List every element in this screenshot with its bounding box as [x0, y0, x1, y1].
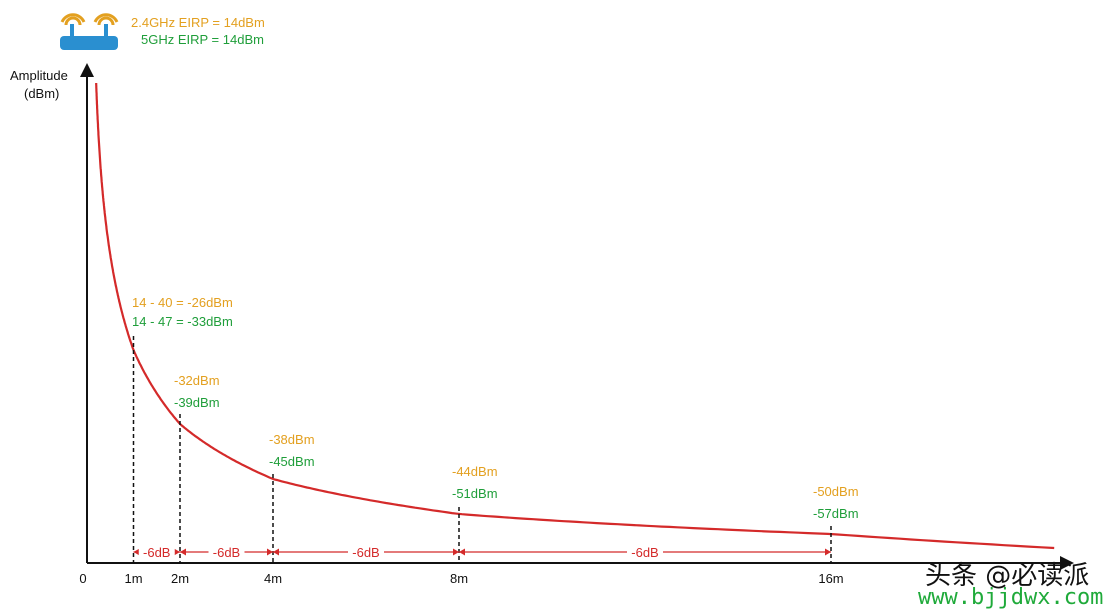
- y-axis-unit: (dBm): [24, 86, 59, 101]
- interval-arrowhead: [180, 548, 186, 556]
- y-axis-label: Amplitude: [10, 68, 68, 83]
- interval-arrowhead: [133, 548, 140, 556]
- interval-label: -6dB: [352, 545, 379, 560]
- chart-marks: 0 1m 2m 4m 8m 16m 14 - 40 = -26dBm 14 - 47 = -3…: [79, 295, 858, 586]
- point-label-2-4ghz: -50dBm: [813, 484, 859, 499]
- interval-arrowhead: [825, 548, 831, 556]
- x-tick-label: 2m: [171, 571, 189, 586]
- point-label-5ghz: -57dBm: [813, 506, 859, 521]
- eirp-24ghz-label: 2.4GHz EIRP = 14dBm: [131, 15, 265, 30]
- interval-label-bg: [208, 543, 245, 561]
- x-tick-label: 0: [79, 571, 86, 586]
- interval-arrowhead: [273, 548, 279, 556]
- point-label-2-4ghz: 14 - 40 = -26dBm: [132, 295, 233, 310]
- interval-arrowhead: [459, 548, 465, 556]
- point-label-5ghz: -45dBm: [269, 454, 315, 469]
- point-label-5ghz: 14 - 47 = -33dBm: [132, 314, 233, 329]
- point-label-5ghz: -39dBm: [174, 395, 220, 410]
- x-tick-label: 16m: [818, 571, 843, 586]
- watermark-line1: 头条 @必读派: [925, 561, 1089, 591]
- interval-arrowhead: [267, 548, 273, 556]
- x-axis-arrow: [1060, 556, 1074, 570]
- interval-label: -6dB: [143, 545, 170, 560]
- interval-label: -6dB: [213, 545, 240, 560]
- y-axis-arrow: [80, 63, 94, 77]
- x-tick-label: 4m: [264, 571, 282, 586]
- point-label-2-4ghz: -44dBm: [452, 464, 498, 479]
- interval-arrowhead: [174, 548, 180, 556]
- interval-label-bg: [348, 543, 384, 561]
- x-tick-label: 8m: [450, 571, 468, 586]
- path-loss-curve: [95, 83, 1055, 550]
- point-label-5ghz: -51dBm: [452, 486, 498, 501]
- x-tick-label: 1m: [124, 571, 142, 586]
- point-label-2-4ghz: -32dBm: [174, 373, 220, 388]
- interval-label-bg: [138, 543, 175, 561]
- interval-label: -6dB: [631, 545, 658, 560]
- interval-arrowhead: [453, 548, 459, 556]
- watermark-line2: www.bjjdwx.com: [918, 585, 1103, 610]
- eirp-5ghz-label: 5GHz EIRP = 14dBm: [141, 32, 264, 47]
- wifi-router-icon: [60, 13, 119, 50]
- interval-label-bg: [627, 543, 663, 561]
- point-label-2-4ghz: -38dBm: [269, 432, 315, 447]
